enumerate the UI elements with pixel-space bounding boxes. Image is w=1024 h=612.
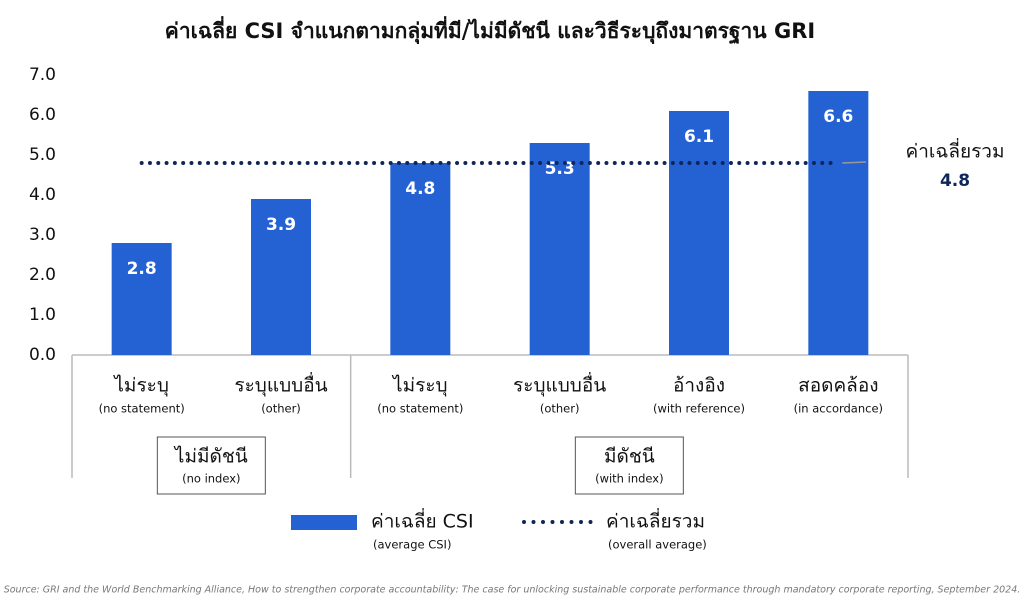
- legend-swatch: [291, 515, 357, 530]
- legend-label: ค่าเฉลี่ยรวม: [606, 508, 705, 533]
- bar: [251, 199, 311, 355]
- x-tick-label: ระบุแบบอื่น: [234, 372, 327, 398]
- y-tick-label: 5.0: [29, 145, 56, 165]
- legend-label: ค่าเฉลี่ย CSI: [371, 508, 474, 533]
- value-label: 6.1: [684, 127, 714, 147]
- y-tick-label: 7.0: [29, 65, 56, 85]
- x-tick-label: สอดคล้อง: [798, 375, 878, 397]
- value-label: 6.6: [823, 107, 853, 127]
- x-tick-note: (other): [261, 402, 301, 416]
- group-box: [156, 436, 266, 495]
- legend-note: (overall average): [608, 538, 707, 552]
- group-label: ไม่มีดัชนี: [173, 446, 248, 468]
- bar: [390, 163, 451, 355]
- x-tick-label: อ้างอิง: [673, 375, 725, 397]
- y-tick-label: 4.0: [29, 185, 56, 205]
- value-label: 3.9: [266, 215, 296, 235]
- value-label: 4.8: [405, 179, 435, 199]
- reference-value: 4.8: [940, 171, 970, 191]
- source: Source: GRI and the World Benchmarking A…: [4, 585, 1021, 596]
- group-note: (no index): [182, 472, 240, 486]
- y-tick-label: 0.0: [29, 345, 56, 365]
- chart-title: ค่าเฉลี่ย CSI จำแนกตามกลุ่มที่มี/ไม่มีดั…: [165, 15, 815, 45]
- x-tick-note: (no statement): [99, 402, 185, 416]
- value-label: 5.3: [545, 159, 575, 179]
- y-tick-label: 6.0: [29, 105, 56, 125]
- bar: [808, 91, 869, 355]
- group-box: [574, 436, 684, 495]
- bar: [529, 143, 590, 355]
- value-label: 2.8: [127, 259, 157, 279]
- x-tick-label: ไม่ระบุ: [391, 375, 448, 398]
- legend-note: (average CSI): [373, 538, 451, 552]
- x-tick-note: (in accordance): [794, 402, 883, 416]
- x-tick-note: (other): [540, 402, 580, 416]
- group-note: (with index): [595, 472, 664, 486]
- x-tick-label: ระบุแบบอื่น: [513, 372, 606, 398]
- reference-connector: [842, 161, 867, 164]
- y-tick-label: 1.0: [29, 305, 56, 325]
- bar: [111, 243, 172, 355]
- bar: [669, 111, 729, 355]
- y-tick-label: 2.0: [29, 265, 56, 285]
- y-tick-label: 3.0: [29, 225, 56, 245]
- x-tick-note: (with reference): [653, 402, 745, 416]
- reference-name: ค่าเฉลี่ยรวม: [906, 138, 1005, 163]
- x-tick-note: (no statement): [377, 402, 463, 416]
- group-label: มีดัชนี: [604, 446, 655, 468]
- x-tick-label: ไม่ระบุ: [112, 375, 169, 398]
